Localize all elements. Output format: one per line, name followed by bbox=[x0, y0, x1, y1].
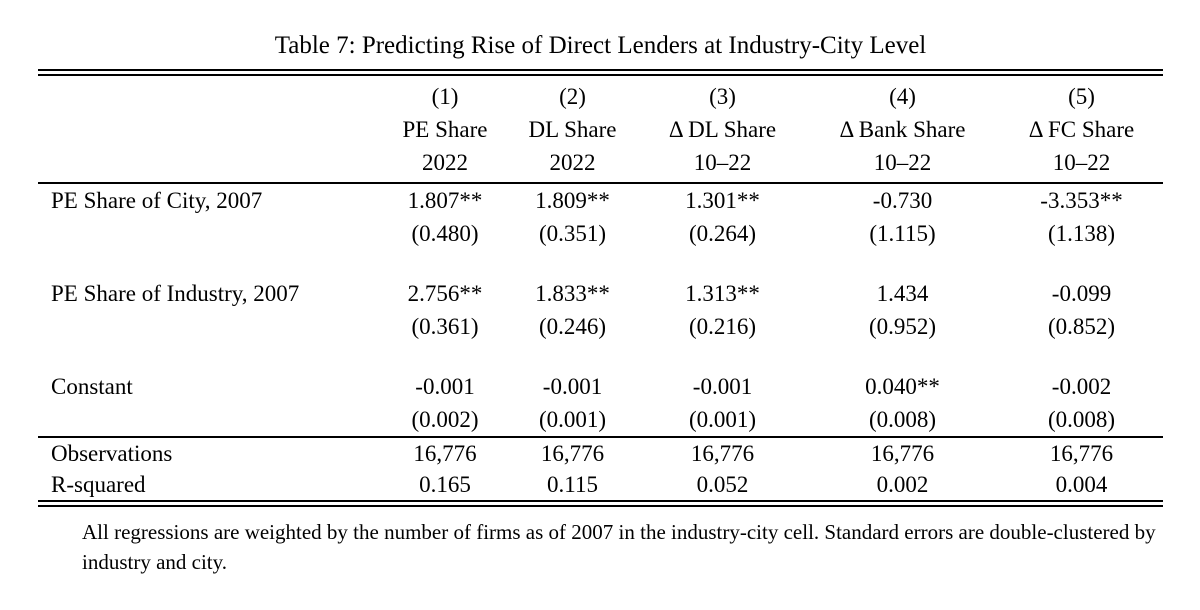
summary-cell: 0.002 bbox=[876, 471, 929, 497]
stderr-cell: (0.480) bbox=[411, 220, 479, 246]
table-row: Constant -0.001 -0.001 -0.001 0.040** -0… bbox=[38, 370, 1163, 403]
row-label: PE Share of Industry, 2007 bbox=[51, 280, 300, 306]
column-name: Δ FC Share bbox=[1028, 116, 1135, 142]
coefficient-cell: 2.756** bbox=[407, 280, 483, 306]
summary-row-rsquared: R-squared 0.165 0.115 0.052 0.002 0.004 bbox=[38, 469, 1163, 500]
stderr-cell: (0.001) bbox=[538, 406, 607, 432]
column-number: (1) bbox=[431, 83, 459, 109]
stderr-cell: (0.264) bbox=[688, 220, 757, 246]
coefficient-cell: 1.833** bbox=[535, 280, 610, 306]
regression-table: (1) (2) (3) (4) (5) PE Share DL Share Δ … bbox=[38, 76, 1163, 500]
bottom-double-rule bbox=[38, 500, 1163, 507]
coefficient-cell: -0.001 bbox=[415, 373, 475, 399]
table-body: PE Share of City, 2007 1.807** 1.809** 1… bbox=[38, 183, 1163, 500]
summary-cell: 16,776 bbox=[505, 436, 640, 469]
coefficient-cell: -0.001 bbox=[542, 373, 603, 399]
coefficient-cell: 1.313** bbox=[685, 280, 760, 306]
coefficient-cell: 1.807** bbox=[407, 187, 483, 213]
summary-cell: 16,776 bbox=[640, 436, 805, 469]
column-period: 10–22 bbox=[640, 146, 805, 184]
table-row-stderr: (0.361) (0.246) (0.216) (0.952) (0.852) bbox=[38, 310, 1163, 343]
coefficient-cell: 1.809** bbox=[535, 187, 610, 213]
column-number: (2) bbox=[559, 83, 586, 109]
summary-label: R-squared bbox=[51, 471, 146, 497]
column-number: (4) bbox=[889, 83, 916, 109]
header-label-cell bbox=[38, 113, 385, 146]
column-number: (5) bbox=[1068, 83, 1095, 109]
coefficient-cell: -3.353** bbox=[1040, 187, 1123, 213]
stderr-cell: (1.115) bbox=[869, 220, 936, 246]
stderr-cell: (1.138) bbox=[1047, 220, 1116, 246]
summary-row-observations: Observations 16,776 16,776 16,776 16,776… bbox=[38, 436, 1163, 469]
stderr-cell: (0.852) bbox=[1047, 313, 1116, 339]
coefficient-cell: 1.434 bbox=[876, 280, 929, 306]
spacer-row bbox=[38, 343, 1163, 370]
table-row-stderr: (0.480) (0.351) (0.264) (1.115) (1.138) bbox=[38, 217, 1163, 250]
coefficient-cell: -0.002 bbox=[1051, 373, 1112, 399]
row-label-empty bbox=[38, 217, 385, 250]
column-period: 10–22 bbox=[1000, 146, 1163, 184]
coefficient-cell: -0.001 bbox=[692, 373, 753, 399]
summary-cell: 0.004 bbox=[1055, 471, 1108, 497]
stderr-cell: (0.008) bbox=[868, 406, 937, 432]
summary-cell: 0.115 bbox=[547, 471, 598, 497]
column-number: (3) bbox=[709, 83, 736, 109]
column-name: PE Share bbox=[402, 116, 488, 142]
table-block: Table 7: Predicting Rise of Direct Lende… bbox=[38, 0, 1163, 578]
table-notes: All regressions are weighted by the numb… bbox=[82, 520, 1156, 574]
header-label-cell bbox=[38, 76, 385, 113]
summary-cell: 16,776 bbox=[1000, 436, 1163, 469]
summary-cell: 16,776 bbox=[385, 436, 505, 469]
stderr-cell: (0.216) bbox=[688, 313, 757, 339]
stderr-cell: (0.002) bbox=[411, 406, 479, 432]
coefficient-cell: 1.301** bbox=[685, 187, 760, 213]
coefficient-cell: -0.730 bbox=[872, 187, 933, 213]
column-period: 2022 bbox=[385, 146, 505, 184]
spacer-row bbox=[38, 250, 1163, 277]
stderr-cell: (0.246) bbox=[538, 313, 607, 339]
column-period: 2022 bbox=[505, 146, 640, 184]
row-label: Constant bbox=[51, 373, 133, 399]
coefficient-cell: 0.040** bbox=[865, 373, 940, 399]
summary-cell: 0.052 bbox=[696, 471, 749, 497]
summary-cell: 16,776 bbox=[805, 436, 1000, 469]
row-label-empty bbox=[38, 403, 385, 437]
summary-cell: 0.165 bbox=[419, 471, 471, 497]
table-row-stderr: (0.002) (0.001) (0.001) (0.008) (0.008) bbox=[38, 403, 1163, 437]
stderr-cell: (0.361) bbox=[411, 313, 479, 339]
table-title: Table 7: Predicting Rise of Direct Lende… bbox=[274, 32, 927, 59]
stderr-cell: (0.008) bbox=[1047, 406, 1116, 432]
row-label-empty bbox=[38, 310, 385, 343]
top-double-rule bbox=[38, 69, 1163, 76]
header-label-cell bbox=[38, 146, 385, 184]
column-name: Δ DL Share bbox=[668, 116, 777, 142]
header-row-numbers: (1) (2) (3) (4) (5) bbox=[38, 76, 1163, 113]
table-row: PE Share of Industry, 2007 2.756** 1.833… bbox=[38, 277, 1163, 310]
summary-label: Observations bbox=[38, 436, 385, 469]
header-row-periods: 2022 2022 10–22 10–22 10–22 bbox=[38, 146, 1163, 184]
stderr-cell: (0.351) bbox=[538, 220, 607, 246]
table-row: PE Share of City, 2007 1.807** 1.809** 1… bbox=[38, 183, 1163, 217]
header-row-names: PE Share DL Share Δ DL Share Δ Bank Shar… bbox=[38, 113, 1163, 146]
table-header: (1) (2) (3) (4) (5) PE Share DL Share Δ … bbox=[38, 76, 1163, 184]
column-period: 10–22 bbox=[805, 146, 1000, 184]
column-name: DL Share bbox=[528, 116, 617, 142]
coefficient-cell: -0.099 bbox=[1051, 280, 1112, 306]
row-label: PE Share of City, 2007 bbox=[51, 187, 263, 213]
column-name: Δ Bank Share bbox=[839, 116, 966, 142]
stderr-cell: (0.952) bbox=[868, 313, 937, 339]
stderr-cell: (0.001) bbox=[688, 406, 757, 432]
